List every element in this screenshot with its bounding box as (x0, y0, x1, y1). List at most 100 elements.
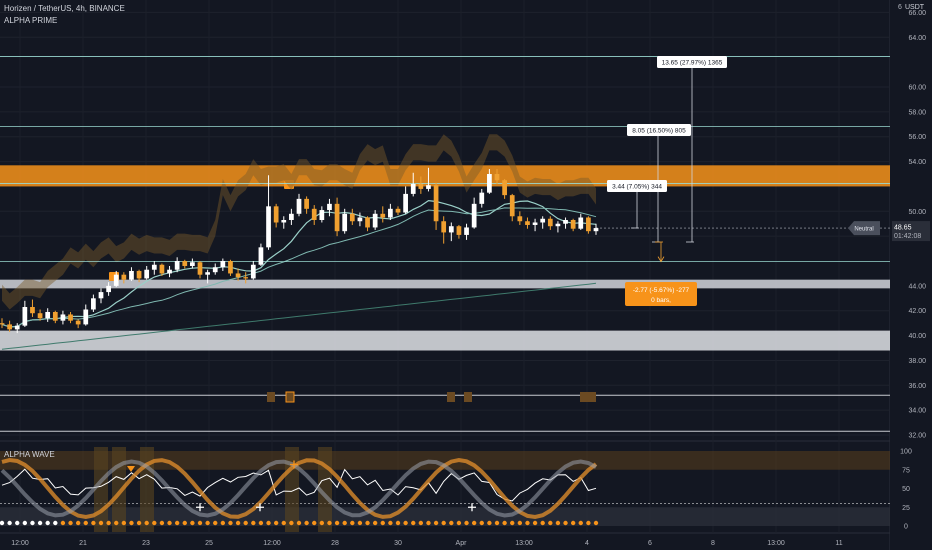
candle-down (334, 203, 340, 232)
candle-up (327, 203, 332, 211)
ma-slow (1, 282, 597, 350)
measure-text: 8.05 (16.50%) 805 (632, 128, 686, 135)
time-tick: 28 (331, 540, 339, 547)
symbol-title: Horizen / TetherUS, 4h, BINANCE (4, 4, 125, 13)
wave-dot (167, 520, 172, 526)
wave-dot (593, 520, 599, 526)
measure-bars-down: 0 bars, (651, 297, 671, 304)
candle-down (311, 208, 317, 220)
measure-box-down (625, 282, 697, 306)
time-tick: 11 (835, 540, 842, 547)
wave-dot (517, 520, 523, 526)
measure-box (657, 56, 727, 68)
wave-dot (136, 520, 142, 526)
wave-dot (213, 520, 218, 526)
candle-down (68, 314, 73, 321)
signal-box (464, 392, 472, 402)
neutral-tag: Neutral (854, 227, 873, 233)
time-tick: 8 (711, 540, 715, 547)
wave-dot (144, 520, 149, 526)
candle-up (174, 261, 180, 270)
wave-dot (426, 520, 431, 526)
candle-up (319, 210, 325, 220)
wave-dot (487, 520, 492, 526)
cloud-band (2, 134, 596, 310)
currency-prefix: 6 (898, 4, 902, 11)
neutral-tag-bg (848, 221, 880, 236)
wave-dot (235, 520, 241, 526)
candle-down (52, 311, 58, 321)
candle-down (273, 206, 279, 223)
moving-averages (1, 199, 597, 350)
measurements: 13.65 (27.97%) 1365 8.05 (16.50%) 805 3.44… (607, 55, 727, 306)
candle-up (144, 269, 150, 279)
candle-up (151, 264, 157, 270)
wave-dot (91, 520, 96, 526)
candle-up (205, 272, 210, 275)
wave-dot (380, 520, 385, 526)
price-cloud (2, 134, 596, 310)
price-tick: 50.00 (908, 209, 926, 216)
price-tick: 36.00 (908, 383, 926, 390)
candle-up (220, 261, 226, 268)
countdown: 01:42:08 (894, 233, 921, 240)
wave-dot (479, 520, 484, 526)
wave-dot (7, 520, 12, 526)
price-axis[interactable]: 66.0064.0060.0058.0056.0054.0050.0048.00… (890, 0, 932, 550)
candle-up (258, 247, 264, 265)
candle-down (509, 195, 515, 217)
wave-dot (433, 520, 439, 526)
wave-dot (228, 520, 233, 526)
alpha-wave-panel (0, 447, 890, 532)
candle-down (182, 261, 188, 266)
measure-box (627, 124, 691, 136)
candle-up (212, 267, 218, 273)
gray-band (0, 330, 890, 351)
wave-tick: 100 (900, 449, 912, 456)
wave-dot (68, 520, 73, 526)
candle-up (540, 218, 546, 223)
candle-up (60, 314, 66, 321)
candle-up (372, 213, 378, 228)
wave-dot (304, 520, 309, 526)
wave-dot (418, 520, 424, 526)
time-tick: 12:00 (263, 540, 281, 547)
wave-tick: 75 (902, 467, 910, 474)
wave-dot (83, 520, 88, 526)
candle-up (388, 208, 393, 218)
candle-down (494, 174, 500, 181)
wave-dot (441, 520, 446, 526)
wave-dot (586, 520, 591, 526)
currency-label[interactable]: USDT (905, 4, 925, 11)
wave-dot (342, 520, 347, 526)
candle-up (167, 269, 172, 274)
wave-dot (365, 520, 370, 526)
wave-dot (456, 520, 462, 526)
candle-up (426, 185, 431, 189)
candle-up (403, 193, 408, 213)
candle-up (593, 228, 599, 232)
measure-text-down: -2.77 (-5.67%) -277 (633, 287, 690, 294)
candle-up (129, 270, 134, 280)
candle-down (525, 221, 530, 225)
candle-down (547, 218, 553, 227)
candles (0, 167, 599, 334)
candle-up (106, 285, 111, 293)
time-tick: 25 (205, 540, 213, 547)
wave-gray (0, 459, 597, 518)
support-band (0, 279, 890, 289)
wave-line (1, 468, 597, 502)
sub-panel-title: ALPHA WAVE (4, 450, 55, 459)
candle-up (98, 292, 104, 299)
wave-dot (106, 520, 111, 526)
wave-tick: 25 (902, 505, 910, 512)
price-tick: 60.00 (908, 85, 926, 92)
candle-up (113, 274, 119, 286)
measure-arrowhead (657, 256, 665, 263)
time-tick: 13:00 (767, 540, 785, 547)
time-tick: 13:00 (515, 540, 533, 547)
time-axis[interactable]: 12:00 21 23 25 12:00 28 30 Apr 13:00 4 6 8 13:00 11 (11, 540, 842, 547)
wave-dot (563, 520, 568, 526)
candle-up (266, 206, 271, 248)
